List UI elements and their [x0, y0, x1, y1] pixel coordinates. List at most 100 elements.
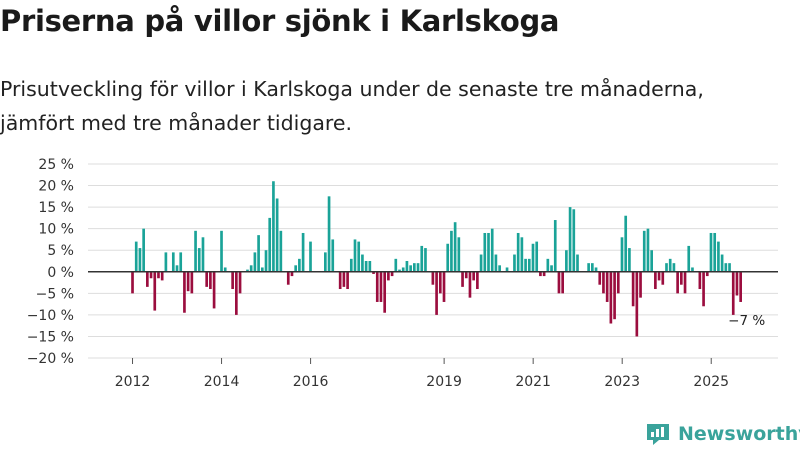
bar — [327, 196, 331, 272]
bar — [550, 265, 553, 272]
bar — [605, 271, 609, 302]
bar — [272, 181, 275, 272]
bar — [160, 271, 164, 281]
bar — [331, 239, 335, 272]
bar — [401, 267, 405, 272]
bar — [516, 232, 520, 272]
bar — [565, 250, 568, 272]
bar — [190, 271, 194, 294]
bar — [372, 271, 375, 274]
bar — [483, 232, 487, 272]
bar — [142, 228, 145, 272]
bar — [171, 252, 175, 272]
bar — [705, 271, 709, 277]
bar — [527, 258, 531, 272]
bar — [739, 271, 742, 302]
bar — [720, 254, 724, 272]
y-axis: 25 % 20 % 15 % 10 % 5 % 0 % −5 % −10 % −15 % −20 … — [27, 157, 74, 367]
bar — [175, 265, 179, 272]
bar — [379, 271, 383, 302]
bar — [676, 271, 679, 294]
newsworthy-logo-icon — [647, 424, 669, 445]
y-tick-label: 15 % — [38, 200, 74, 216]
bar — [342, 271, 346, 287]
bar — [238, 271, 242, 294]
bar — [490, 228, 494, 272]
bar — [628, 248, 631, 272]
bar — [268, 217, 272, 272]
bar — [309, 241, 312, 272]
x-axis: 2012 2014 2016 2019 2021 2023 2025 — [115, 358, 729, 390]
bar — [387, 271, 390, 281]
bar — [416, 263, 420, 272]
bar — [450, 230, 453, 272]
bar — [616, 271, 620, 294]
grid-lines — [88, 163, 778, 359]
y-tick-label: −5 % — [36, 286, 74, 302]
bar — [672, 263, 676, 272]
bar — [531, 243, 535, 272]
bar — [134, 241, 138, 272]
bar — [205, 271, 209, 287]
bar — [479, 254, 483, 272]
bar — [591, 263, 594, 272]
bar — [420, 245, 424, 272]
bar — [442, 271, 446, 302]
bar — [568, 207, 572, 272]
bar — [620, 237, 624, 272]
bar — [286, 271, 290, 285]
y-tick-label: −15 % — [27, 329, 74, 345]
bar — [494, 254, 498, 272]
bar — [353, 239, 357, 272]
x-tick-label: 2014 — [204, 374, 240, 390]
bar — [468, 271, 472, 298]
bar — [731, 271, 735, 315]
bar — [668, 258, 672, 272]
bar — [209, 271, 212, 290]
bar — [476, 271, 479, 290]
bar — [464, 271, 468, 279]
bar — [349, 258, 353, 272]
bar — [553, 220, 557, 272]
bar — [294, 265, 298, 272]
brand-name: Newsworthy — [678, 423, 800, 445]
bar — [691, 267, 694, 272]
bar — [298, 258, 301, 272]
bar — [364, 261, 368, 272]
bar — [131, 271, 134, 294]
x-tick-label: 2019 — [426, 374, 462, 390]
y-tick-label: −10 % — [27, 308, 74, 324]
bar — [149, 271, 153, 279]
bar — [635, 271, 639, 337]
bar — [457, 237, 461, 272]
bar — [642, 230, 646, 272]
y-tick-label: 0 % — [47, 265, 74, 281]
bar — [709, 232, 713, 272]
bar — [405, 261, 409, 272]
bar — [624, 215, 628, 272]
bar — [498, 265, 501, 272]
bar — [338, 271, 342, 290]
bar — [346, 271, 349, 290]
y-tick-label: 10 % — [38, 222, 74, 238]
bar — [609, 271, 613, 324]
bar — [683, 271, 687, 294]
bar — [431, 271, 435, 285]
bar — [446, 243, 450, 272]
bar — [164, 252, 168, 272]
bar — [646, 228, 650, 272]
bar — [157, 271, 160, 279]
y-tick-label: 25 % — [38, 157, 74, 173]
bar — [413, 263, 416, 272]
bar — [257, 235, 260, 272]
bar — [390, 271, 394, 277]
newsworthy-brand: Newsworthy — [644, 421, 800, 447]
bar — [713, 232, 717, 272]
bar — [398, 269, 401, 272]
y-tick-label: 5 % — [47, 243, 74, 259]
x-tick-label: 2023 — [604, 374, 640, 390]
bar — [650, 250, 653, 272]
y-tick-label: 20 % — [38, 179, 74, 195]
bar — [368, 261, 372, 272]
bar — [665, 263, 668, 272]
